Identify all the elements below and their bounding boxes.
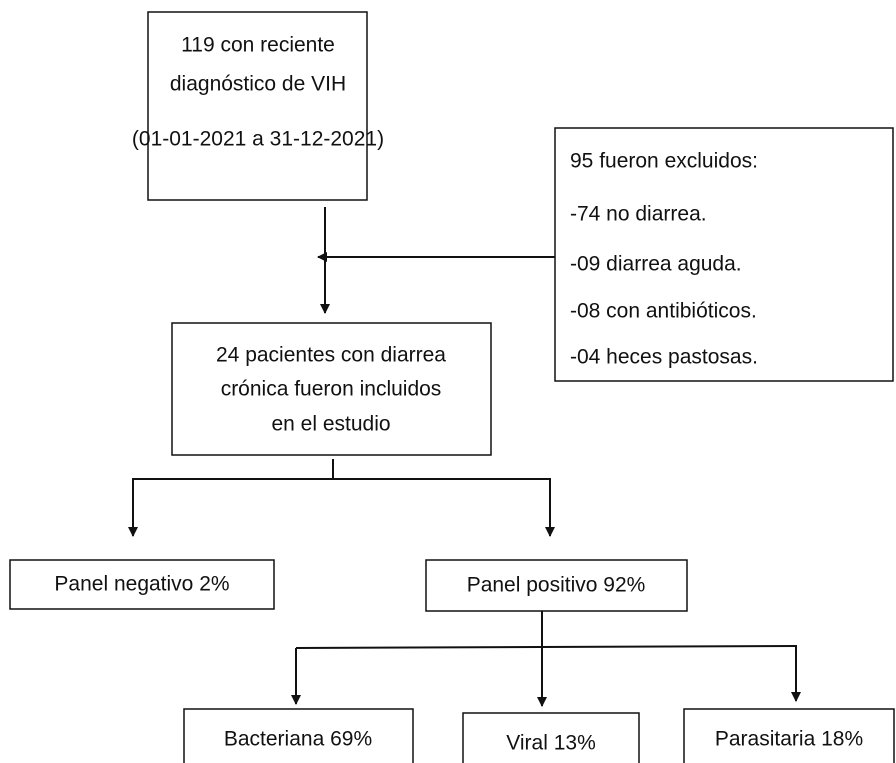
box-text: Viral 13% [506,732,596,755]
box-text: Bacteriana 69% [224,728,372,751]
box-text: Parasitaria 18% [715,728,863,751]
box [183,708,414,763]
box [554,127,894,382]
box-text: Panel positivo 92% [467,574,646,597]
box-text: -08 con antibióticos. [570,300,757,323]
box-text: en el estudio [271,413,390,436]
box [171,322,492,456]
box [462,712,640,763]
box-text: Panel negativo 2% [54,573,229,596]
box [683,708,895,763]
box-text: 24 pacientes con diarrea [216,344,446,367]
box-text: 119 con reciente [181,34,335,57]
box-text: -74 no diarrea. [570,203,707,226]
box-text: (01-01-2021 a 31-12-2021) [132,128,384,151]
box-text: -04 heces pastosas. [570,346,758,369]
box-text: diagnóstico de VIH [170,73,346,96]
box-text: -09 diarrea aguda. [570,253,742,276]
box-text: 95 fueron excluidos: [570,150,758,173]
box [425,559,688,612]
connector [295,645,798,649]
box-text: crónica fueron incluidos [221,378,442,401]
box [147,11,368,201]
connectors [128,207,801,707]
box [9,559,275,610]
